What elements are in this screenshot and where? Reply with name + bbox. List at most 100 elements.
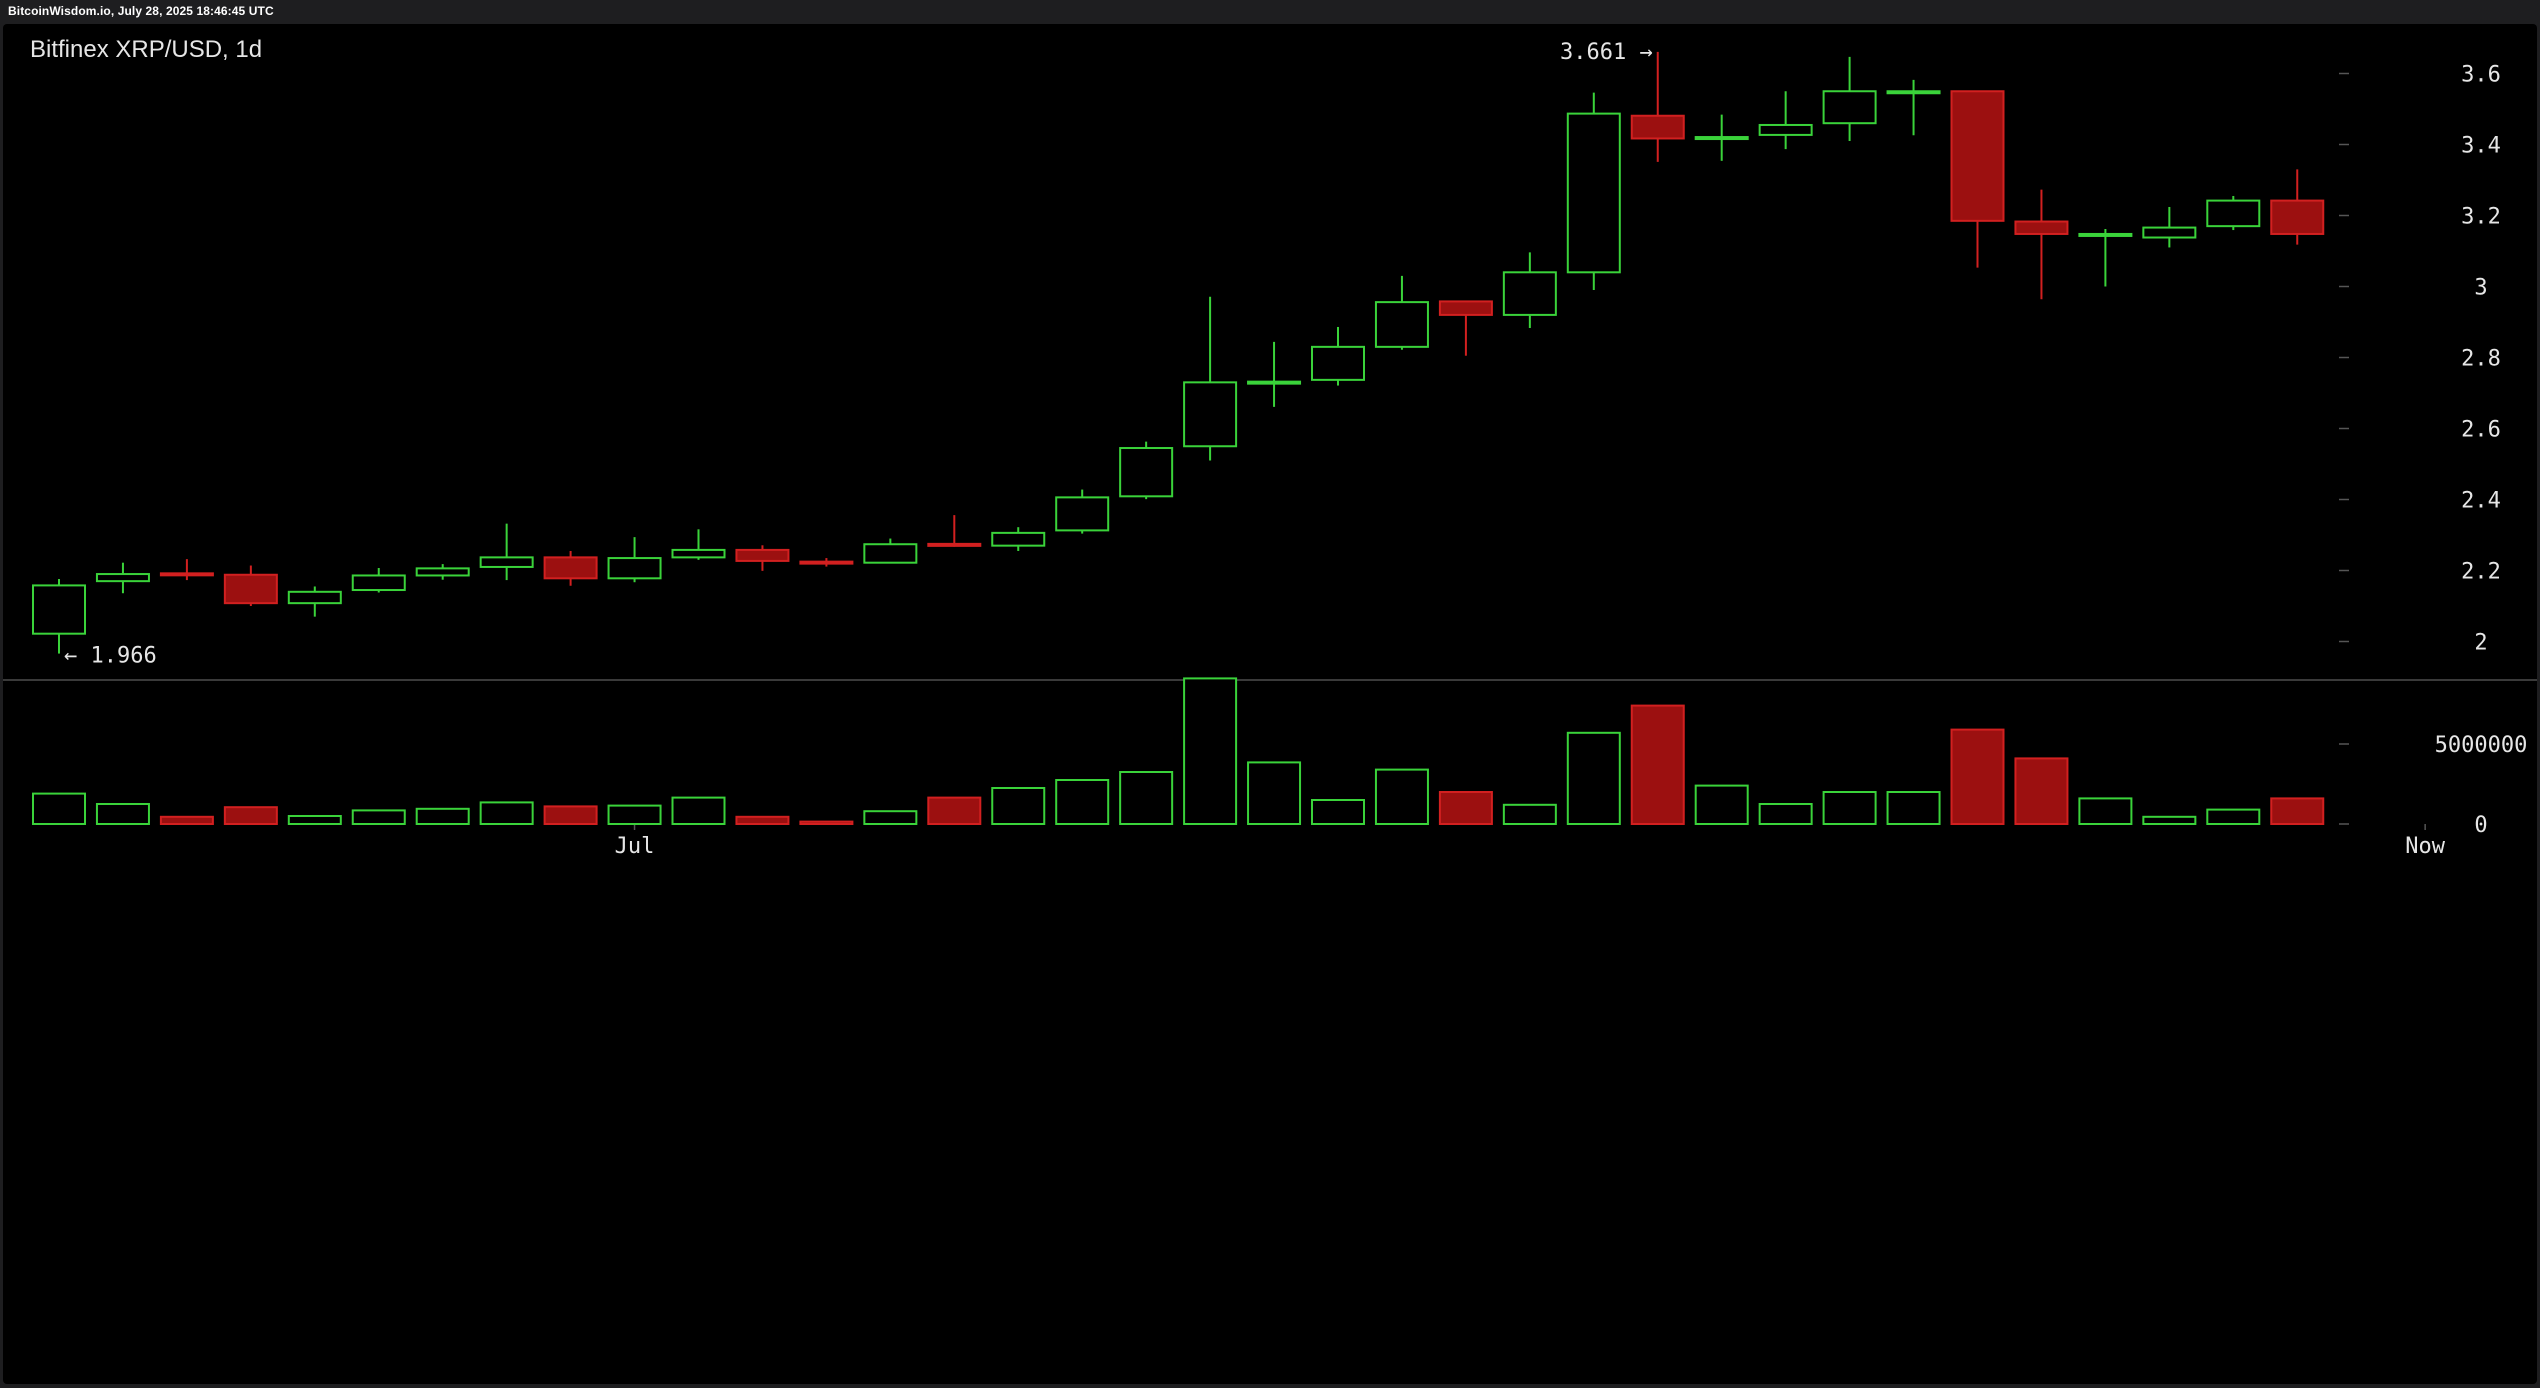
candle-up [1311,326,1365,386]
candle-down [543,550,598,586]
volume-bar-up [95,803,150,825]
volume-bar-down [2014,757,2069,826]
x-axis-label: Now [2405,834,2445,859]
volume-bar-down [1950,728,2005,825]
volume-bar-up [2206,808,2261,825]
candle-up [1694,114,1749,161]
volume-bar-up [863,810,918,826]
candle-body [1630,114,1685,140]
candle-body [159,572,214,577]
volume-bar-down [1438,791,1493,825]
volume-bar-up [32,792,86,825]
volume-bar-up [671,796,726,825]
volume-bar-up [991,787,1046,825]
volume-bar-up [2078,797,2133,826]
candle-down [223,565,278,606]
candle-down [799,558,854,567]
volume-bar-up [287,815,342,825]
candle-body [607,557,662,580]
candle-body [1119,447,1174,498]
candle-up [287,586,342,617]
candle-body [543,556,598,580]
candle-body [799,560,854,565]
candle-body [671,548,726,559]
volume-bar-down [735,815,790,825]
volume-bar-down [927,796,982,825]
volume-bar-down [799,820,854,825]
volume-bar-up [1758,803,1813,825]
candle-body [415,567,470,577]
candle-body [1758,123,1813,136]
volume-bar-up [1374,768,1429,825]
candle-body [2014,220,2069,235]
candle-down [1630,51,1685,162]
volume-bar-up [1247,761,1302,826]
candle-down [159,559,214,581]
candle-down [1438,300,1493,356]
volume-bar-up [1183,677,1238,826]
candle-body [735,548,790,562]
candle-body [1950,90,2005,222]
volume-bar-down [159,815,214,825]
volume-bar-up [415,807,470,825]
x-axis-label: Jul [615,834,655,859]
volume-bar-up [1502,803,1557,825]
candle-up [991,527,1046,551]
candle-body [2206,199,2261,228]
price-axis-tick-label: 2.6 [2461,418,2501,443]
candle-body [1374,301,1429,348]
candle-up [415,564,470,580]
price-axis-tick-label: 2.2 [2461,560,2501,585]
volume-bar-up [1566,731,1621,825]
candle-body [1055,496,1110,532]
candle-down [2270,169,2325,245]
candle-body [1694,136,1749,141]
chart-panel: Bitfinex XRP/USD, 1d 2 2.2 2.4 2.6 2.8 3 3.2 3.… [3,24,2537,1384]
candle-up [1502,252,1557,329]
candle-body [1886,90,1941,95]
candle-up [1758,91,1813,150]
candle-body [1822,90,1877,125]
volume-bar-up [1119,771,1174,825]
candle-body [1311,345,1365,381]
price-axis-tick-label: 3.6 [2461,63,2501,88]
candle-body [1183,381,1238,448]
volume-bar-up [1886,791,1941,825]
candle-up [1183,296,1238,461]
candle-up [95,562,150,594]
candle-up [479,523,534,581]
candle-up [1247,341,1302,407]
candle-up [1822,56,1877,141]
candle-body [95,573,150,583]
candle-body [2078,232,2133,237]
watermark-timestamp: BitcoinWisdom.io, July 28, 2025 18:46:45… [8,4,274,18]
volume-bar-up [1055,779,1110,825]
candle-up [671,529,726,560]
volume-bar-up [1822,791,1877,825]
price-axis-tick-label: 3.4 [2461,134,2501,159]
candle-body [479,556,534,568]
candle-up [2206,195,2261,231]
candle-up [1566,92,1621,291]
candle-body [863,543,918,564]
candle-up [1119,441,1174,500]
price-axis-tick-label: 3 [2474,276,2487,301]
volume-bar-up [351,809,406,826]
candle-down [735,545,790,571]
candle-body [287,590,342,605]
candle-up [32,579,86,654]
candle-up [607,537,662,583]
low-price-annotation: ← 1.966 [64,644,157,669]
price-axis-tick-label: 2 [2474,631,2487,656]
candle-up [1055,489,1110,534]
candle-up [2142,206,2197,248]
candlestick-chart: 2 2.2 2.4 2.6 2.8 3 3.2 3.4 3.6 0 5000000 Jul Now ← 1… [3,40,2537,859]
candle-body [351,574,406,592]
candle-body [2142,226,2197,239]
candle-up [2078,228,2133,287]
volume-bar-down [543,805,598,826]
candle-up [1374,275,1429,350]
volume-bar-up [479,801,534,826]
price-axis-tick-label: 3.2 [2461,205,2501,230]
candle-body [927,542,982,547]
